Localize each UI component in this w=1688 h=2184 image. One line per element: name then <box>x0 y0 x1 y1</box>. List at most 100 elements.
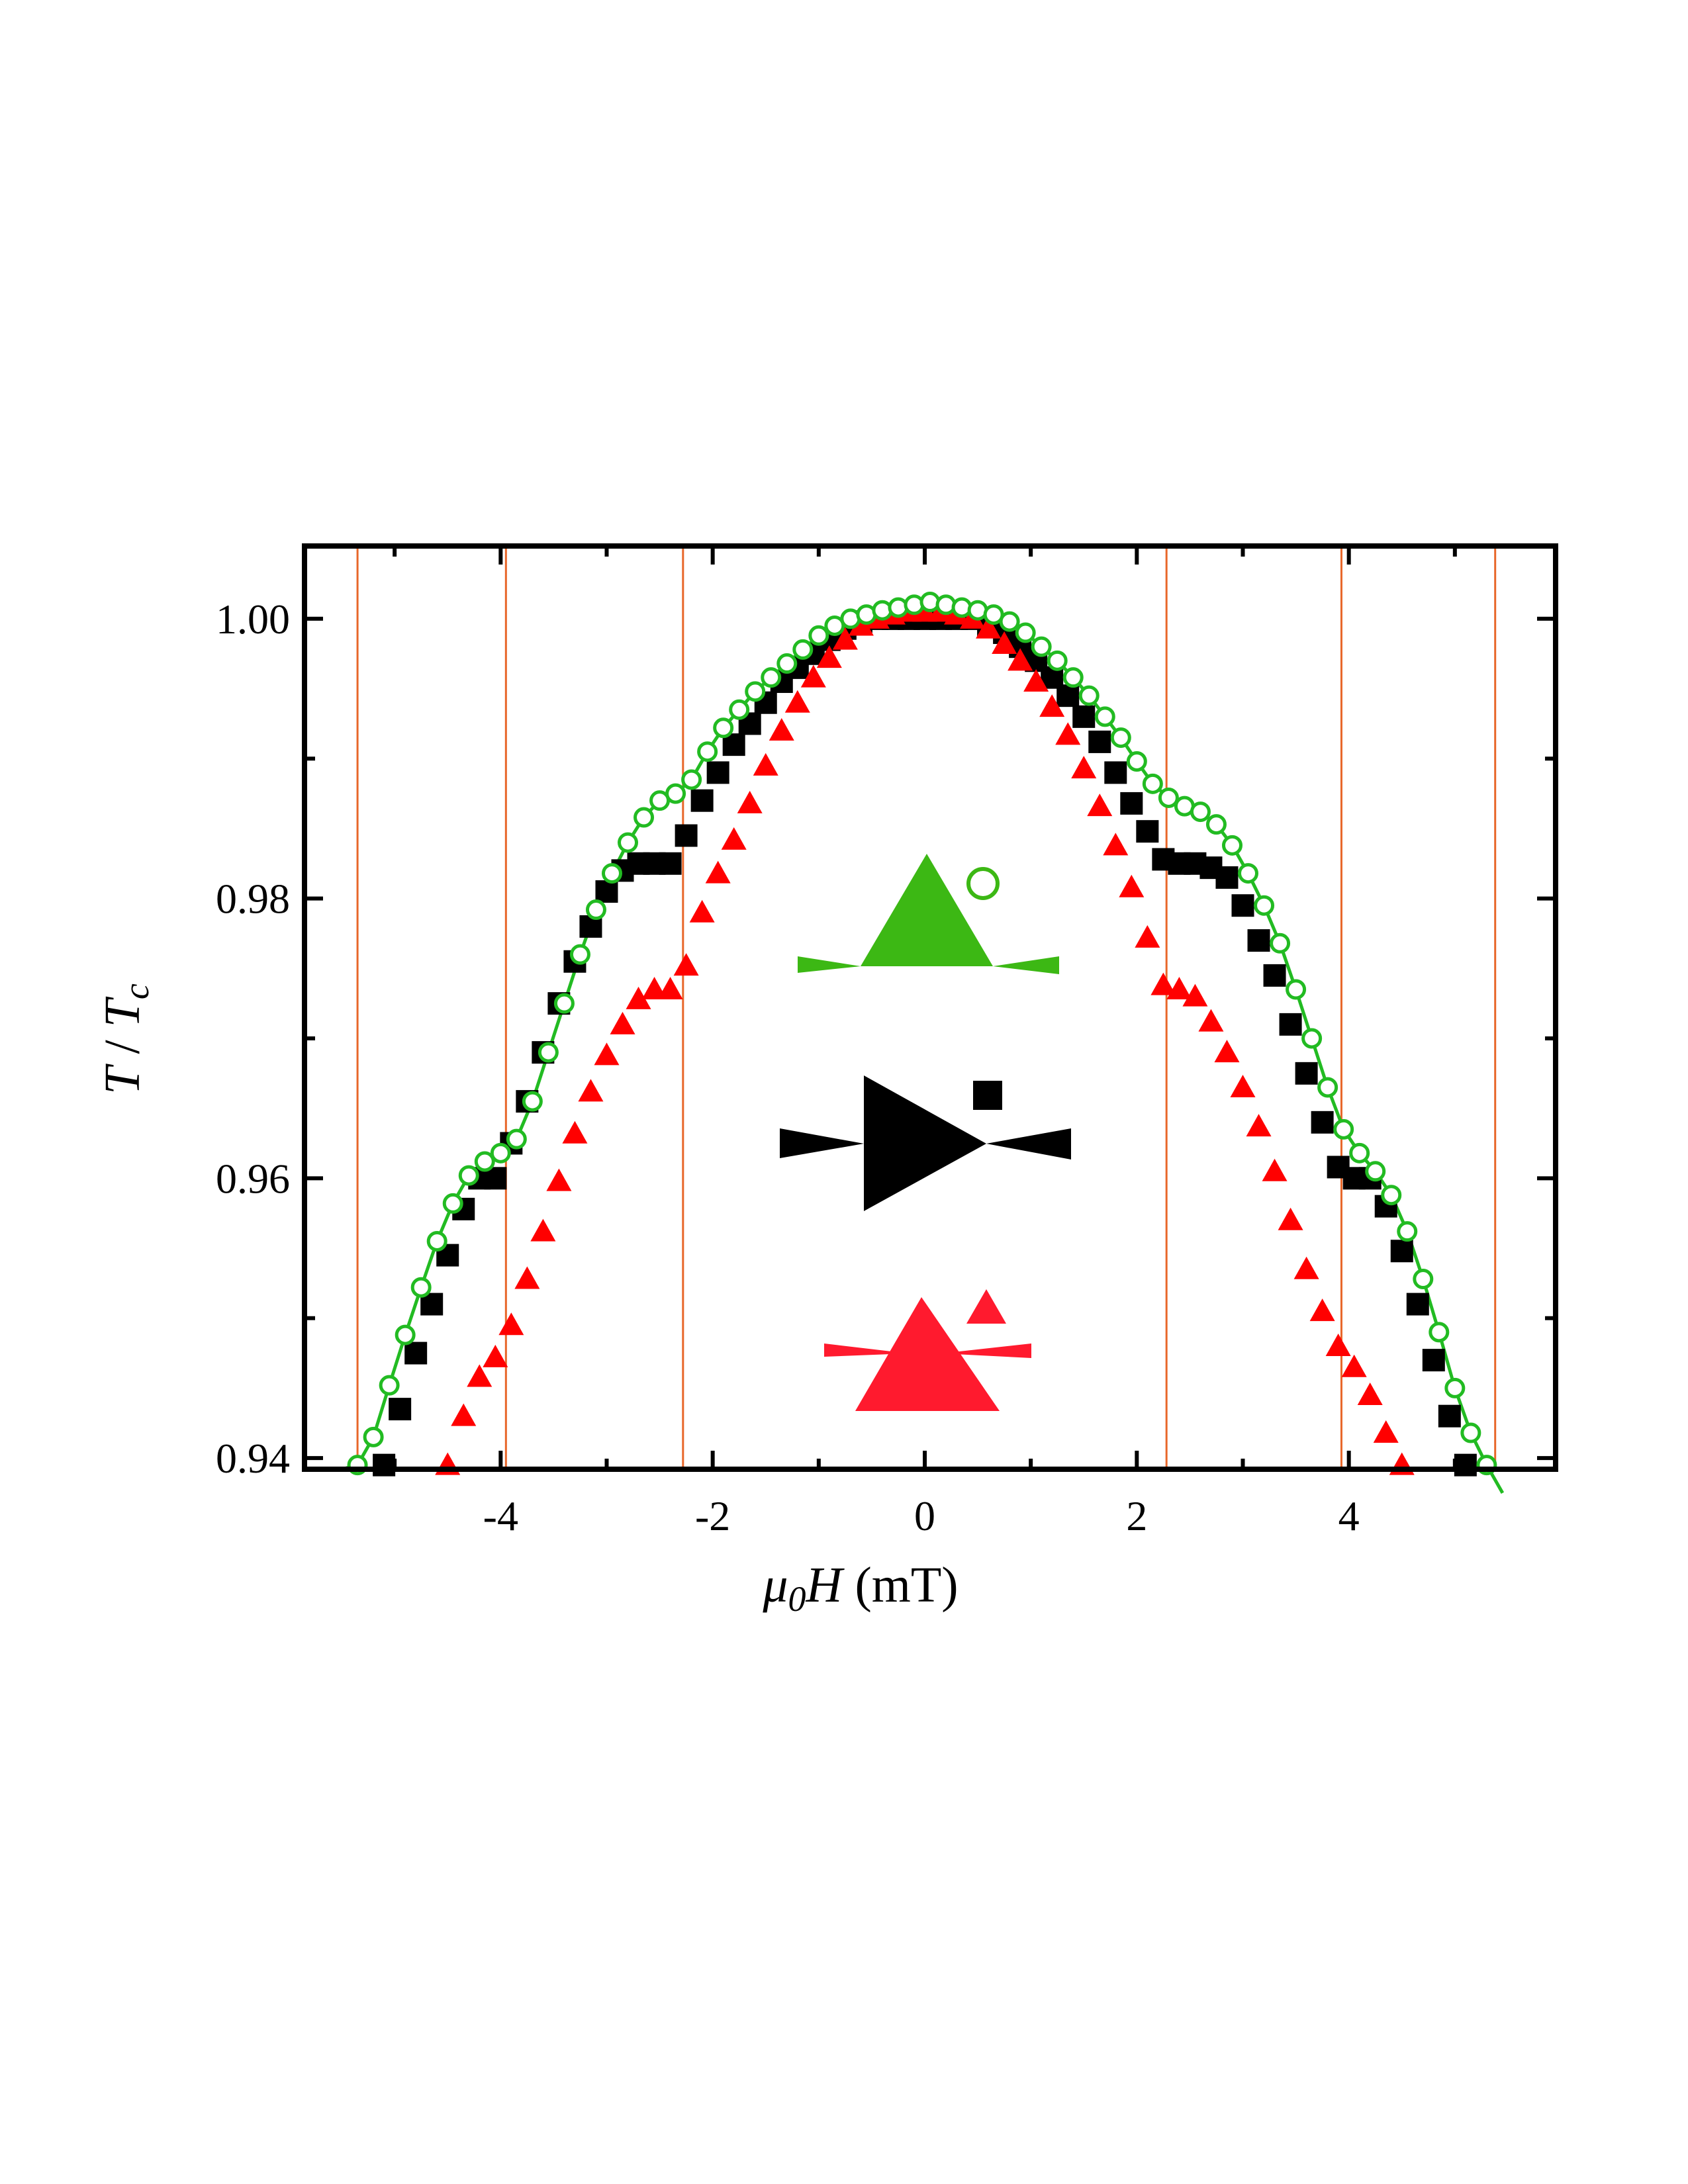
black-triangle-shape <box>864 1075 986 1211</box>
data-point <box>1104 761 1127 784</box>
x-tick-label: 2 <box>1126 1492 1147 1539</box>
x-axis-title: μ0H (mT) <box>762 1557 958 1619</box>
black-right-wing <box>986 1128 1071 1160</box>
data-point <box>1087 794 1113 817</box>
green-circle-marker <box>966 867 1000 900</box>
data-point <box>919 592 941 613</box>
data-point <box>595 880 618 903</box>
data-point <box>792 639 814 660</box>
data-point <box>1047 650 1068 671</box>
data-point <box>1286 979 1307 1000</box>
data-point <box>705 860 731 884</box>
red-right-wing <box>941 1343 1031 1358</box>
red-triangle-shape <box>855 1297 1000 1411</box>
data-point <box>1120 792 1143 815</box>
data-point <box>784 690 810 713</box>
data-point <box>935 594 957 615</box>
data-series <box>347 592 1497 1477</box>
data-point <box>1406 1293 1429 1316</box>
data-point <box>1357 1382 1383 1405</box>
data-point <box>1262 1158 1288 1181</box>
data-point <box>992 631 1017 654</box>
y-tick-label: 0.94 <box>216 1435 290 1482</box>
x-tick-label: -2 <box>695 1492 730 1539</box>
data-point <box>373 1453 396 1477</box>
data-point <box>776 653 798 674</box>
data-point <box>1198 1009 1224 1032</box>
data-point <box>1110 727 1131 749</box>
data-point <box>745 681 766 702</box>
data-point <box>1221 835 1243 856</box>
data-point <box>1270 933 1291 954</box>
data-point <box>618 832 639 853</box>
axis-ticks <box>305 546 1556 1469</box>
data-point <box>1072 705 1096 728</box>
data-point <box>737 790 763 813</box>
green-triangle-shape <box>861 854 993 966</box>
data-point <box>490 1142 511 1163</box>
data-point <box>1039 694 1065 717</box>
y-tick-label: 0.98 <box>216 876 290 923</box>
data-point <box>467 1364 492 1387</box>
data-point <box>1094 706 1115 727</box>
data-point <box>1190 801 1211 823</box>
data-point <box>498 1312 524 1336</box>
data-point <box>1230 1074 1256 1097</box>
data-point <box>1460 1422 1481 1443</box>
data-point <box>1317 1077 1338 1098</box>
data-point <box>832 627 858 650</box>
data-point <box>1166 977 1192 1000</box>
data-point <box>753 752 778 776</box>
data-point <box>562 1120 588 1144</box>
data-point <box>1205 814 1227 835</box>
data-point <box>1454 1453 1477 1477</box>
data-point <box>808 625 829 646</box>
green-left-wing <box>798 956 861 973</box>
data-point <box>1055 722 1081 745</box>
data-point <box>1008 648 1033 671</box>
data-point <box>538 1042 559 1063</box>
data-point <box>514 1266 540 1289</box>
vertical-reference-lines <box>356 546 1497 1469</box>
data-point <box>1279 1013 1302 1036</box>
data-point <box>1429 1322 1450 1343</box>
data-point <box>872 600 893 621</box>
data-point <box>553 993 575 1014</box>
data-point <box>659 852 682 875</box>
data-point <box>379 1375 400 1396</box>
data-point <box>1295 1062 1318 1085</box>
data-point <box>363 1426 384 1447</box>
data-point <box>769 718 794 741</box>
data-point <box>1301 1028 1323 1049</box>
data-point <box>1031 636 1052 657</box>
data-point <box>594 1042 620 1066</box>
data-point <box>729 699 750 720</box>
data-point <box>1062 667 1084 688</box>
data-point <box>1413 1269 1434 1290</box>
data-point <box>888 597 909 618</box>
data-point <box>585 899 606 921</box>
data-point <box>1341 1354 1367 1377</box>
data-point <box>816 645 842 668</box>
data-point <box>1390 1240 1413 1263</box>
data-point <box>1397 1221 1418 1242</box>
data-point <box>1214 1040 1240 1063</box>
data-point <box>530 1218 556 1242</box>
data-point <box>1263 964 1286 987</box>
data-point <box>675 824 698 847</box>
data-point <box>1231 894 1254 917</box>
data-point <box>1309 1298 1335 1322</box>
data-point <box>951 597 972 618</box>
data-point <box>1365 1161 1386 1182</box>
data-point <box>610 1011 635 1034</box>
data-point <box>1422 1349 1445 1372</box>
data-point <box>1333 1118 1354 1140</box>
data-point <box>681 769 702 790</box>
data-point <box>1215 866 1239 889</box>
data-point <box>1119 874 1145 897</box>
data-point <box>1056 684 1080 707</box>
data-point <box>1015 622 1036 643</box>
data-point <box>1325 1334 1351 1356</box>
data-point <box>976 615 1002 639</box>
data-point <box>474 1151 495 1172</box>
